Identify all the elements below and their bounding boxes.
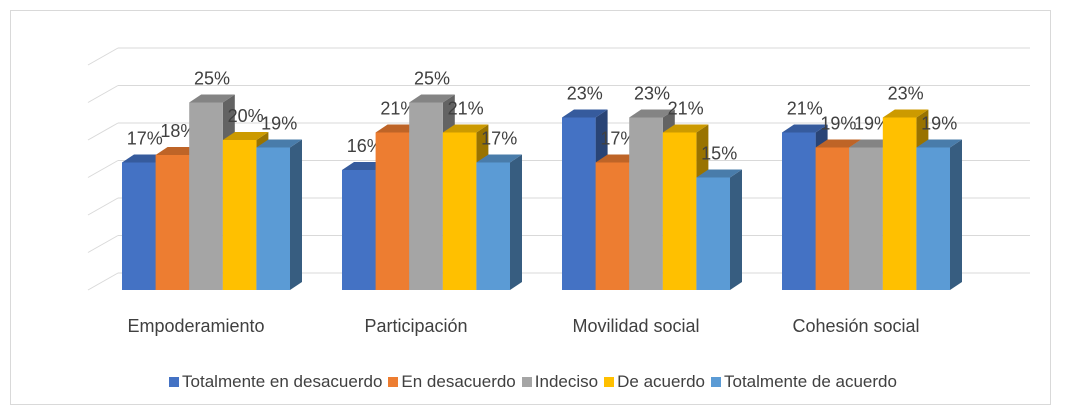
bar xyxy=(409,102,443,290)
bar xyxy=(342,170,376,290)
bar xyxy=(696,177,730,290)
bar-top xyxy=(629,109,675,118)
x-tick-label: Movilidad social xyxy=(572,316,699,336)
value-label: 15% xyxy=(701,144,737,164)
bar xyxy=(849,147,883,290)
value-label: 19% xyxy=(921,114,957,134)
bar xyxy=(882,117,917,290)
bar-top xyxy=(882,109,929,118)
x-tick-label: Empoderamiento xyxy=(127,316,264,336)
value-label: 21% xyxy=(380,99,416,119)
legend-item: De acuerdo xyxy=(604,372,705,392)
bar xyxy=(442,132,477,290)
bar xyxy=(375,132,410,290)
bar-top xyxy=(409,94,455,103)
grid-line xyxy=(87,85,119,103)
bar xyxy=(782,132,816,290)
bar xyxy=(629,117,663,290)
bar xyxy=(815,147,850,290)
bar xyxy=(256,147,290,290)
value-label: 17% xyxy=(600,129,636,149)
bar-side xyxy=(510,154,522,290)
grid-line xyxy=(87,197,119,216)
bar xyxy=(189,102,223,290)
legend-swatch xyxy=(388,377,399,387)
bar-top xyxy=(916,139,962,148)
bar-side xyxy=(730,169,742,290)
legend-swatch xyxy=(711,377,721,387)
legend-label: Totalmente de acuerdo xyxy=(724,372,897,391)
bar-top xyxy=(815,139,862,148)
bar-top xyxy=(189,94,235,103)
legend-label: Indeciso xyxy=(534,372,599,391)
bar-top xyxy=(562,109,608,118)
value-label: 17% xyxy=(127,129,163,149)
legend-swatch xyxy=(169,377,180,387)
x-tick-label: Participación xyxy=(364,316,467,336)
grid-line xyxy=(87,160,119,178)
value-label: 18% xyxy=(160,121,196,141)
grid-line xyxy=(87,272,119,291)
value-label: 25% xyxy=(194,69,230,89)
value-label: 17% xyxy=(481,129,517,149)
bar xyxy=(155,155,190,290)
bar-side xyxy=(290,139,302,290)
bar xyxy=(476,162,510,290)
legend-swatch xyxy=(604,377,615,387)
legend-item: Indeciso xyxy=(521,372,599,392)
legend-label: En desacuerdo xyxy=(401,372,516,391)
bar xyxy=(122,162,156,290)
bar-top xyxy=(476,154,522,163)
bar xyxy=(662,132,697,290)
bar xyxy=(222,140,257,290)
bar-top xyxy=(222,132,269,140)
grid-line xyxy=(87,122,119,141)
value-label: 23% xyxy=(634,84,670,104)
bar-top xyxy=(696,169,742,178)
legend-item: En desacuerdo xyxy=(388,372,516,392)
bar-top xyxy=(662,124,709,133)
legend-item: Totalmente de acuerdo xyxy=(711,372,897,392)
chart-border xyxy=(10,10,1051,405)
bar-top xyxy=(782,124,828,133)
value-label: 25% xyxy=(414,69,450,89)
bar-top xyxy=(442,124,489,133)
x-tick-label: Cohesión social xyxy=(792,316,919,336)
value-label: 20% xyxy=(228,106,264,126)
legend: Totalmente en desacuerdo En desacuerdo Ind… xyxy=(0,372,1066,392)
bar xyxy=(562,117,596,290)
value-label: 16% xyxy=(347,136,383,156)
value-label: 19% xyxy=(261,114,297,134)
value-label: 21% xyxy=(668,99,704,119)
value-label: 21% xyxy=(787,99,823,119)
grid-line xyxy=(87,235,119,253)
legend-label: De acuerdo xyxy=(617,372,705,391)
bar xyxy=(595,162,630,290)
value-label: 23% xyxy=(567,84,603,104)
value-label: 19% xyxy=(820,114,856,134)
bar-top xyxy=(256,139,302,148)
grid-line xyxy=(87,47,119,66)
bar xyxy=(916,147,950,290)
legend-label: Totalmente en desacuerdo xyxy=(182,372,383,391)
bar-side xyxy=(950,139,962,290)
value-label: 21% xyxy=(448,99,484,119)
legend-swatch xyxy=(521,377,532,387)
value-label: 23% xyxy=(888,84,924,104)
value-label: 19% xyxy=(854,114,890,134)
legend-item: Totalmente en desacuerdo xyxy=(169,372,382,392)
